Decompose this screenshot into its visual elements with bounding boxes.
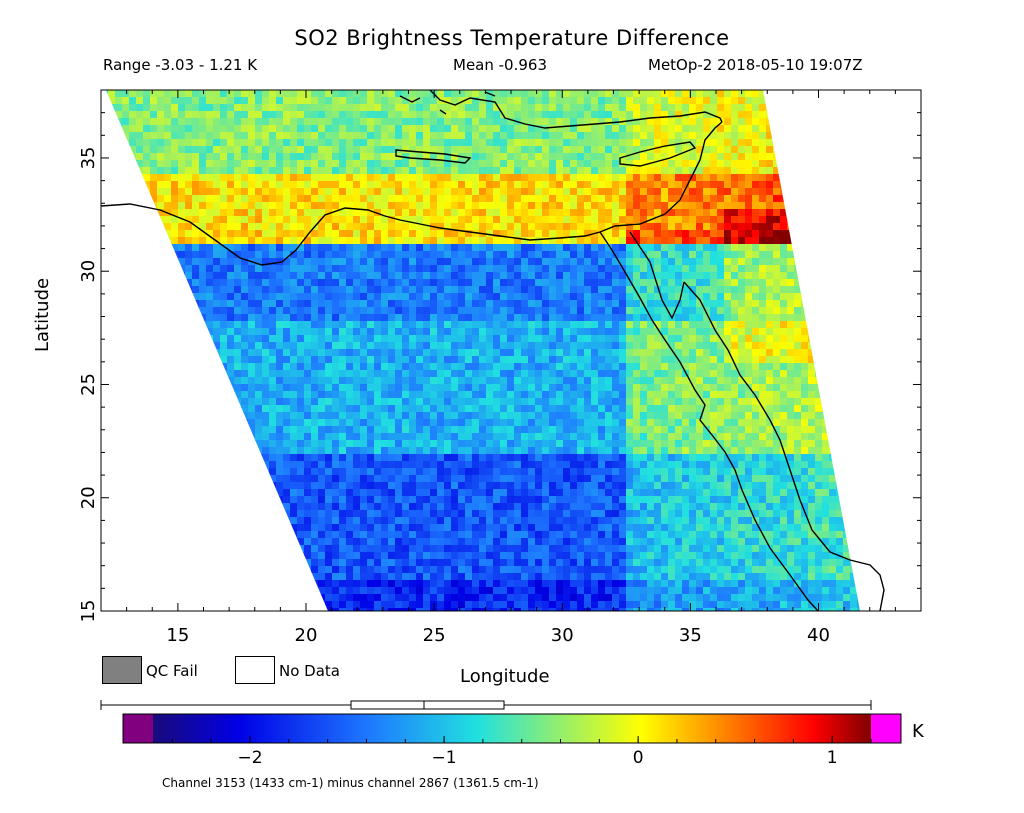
x-axis-label: Longitude [460,666,550,687]
turkey-coastline [429,90,723,129]
colorbar-frame [122,713,902,744]
no-data-swatch [235,656,275,684]
aegean-islands [399,91,496,115]
colorbar-tick-label: −2 [237,748,263,768]
coastline-layer [101,90,885,611]
y-tick-label: 20 [78,486,99,509]
colorbar-overflow [871,714,901,743]
colorbar-tick-label: 1 [826,748,838,768]
axis-tick-labels: 15 20 25 30 35 40 15 20 25 30 35 [78,147,830,646]
colorbar-tick-label: 0 [632,748,644,768]
red-sea-west-coast [599,231,819,611]
x-tick-label: 25 [423,625,446,646]
y-tick-label: 15 [78,600,99,623]
axis-ticks [101,90,921,612]
qc-fail-swatch [102,656,142,684]
colorbar-range-box [350,700,505,710]
qc-fail-label: QC Fail [146,662,198,680]
x-tick-label: 35 [679,625,702,646]
colorbar-tick-label: −1 [431,748,457,768]
x-tick-label: 40 [807,625,830,646]
colorbar-underflow [123,714,153,743]
channel-footnote: Channel 3153 (1433 cm-1) minus channel 2… [162,776,539,790]
y-axis-label: Latitude [32,277,53,352]
colorbar [153,714,871,743]
crete-coastline [395,149,472,164]
y-tick-label: 30 [78,260,99,283]
x-tick-label: 20 [295,625,318,646]
x-tick-label: 30 [551,625,574,646]
mean-label: Mean -0.963 [453,56,547,74]
swath-data-layer [106,90,860,611]
y-tick-label: 35 [78,147,99,170]
red-sea-east-coast [683,281,885,611]
colorbar-units: K [912,721,924,742]
page-title: SO2 Brightness Temperature Difference [294,26,730,50]
mediterranean-coastline [101,121,723,266]
cyprus-coastline [619,141,697,167]
y-tick-label: 25 [78,373,99,396]
gulf-of-suez [629,231,685,320]
no-data-label: No Data [279,662,340,680]
range-label: Range -3.03 - 1.21 K [103,56,258,74]
x-tick-label: 15 [166,625,189,646]
satellite-time-label: MetOp-2 2018-05-10 19:07Z [648,56,863,74]
